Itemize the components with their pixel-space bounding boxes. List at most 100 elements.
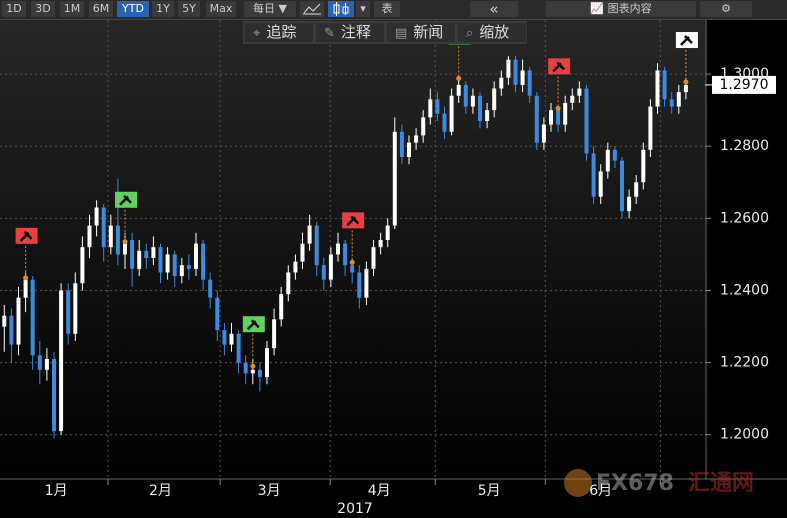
candle-body <box>215 297 220 331</box>
period-select[interactable]: 每日 ▼ <box>244 1 296 17</box>
candle-body <box>222 330 227 345</box>
candle-body <box>336 243 340 255</box>
candle-body <box>641 149 646 183</box>
signal-point <box>683 79 689 85</box>
candle-body <box>541 124 546 143</box>
candle-body <box>449 95 454 132</box>
candle-body <box>229 333 234 345</box>
range-button[interactable]: 1M <box>60 1 84 17</box>
range-button[interactable]: 1Y <box>152 1 174 17</box>
candle-body <box>470 95 475 107</box>
candle-body <box>23 279 28 298</box>
tool-bar: ⌖ 追踪 ✎ 注释 ▤ 新闻 ⌕ 缩放 <box>243 21 527 44</box>
plot-background <box>0 19 706 479</box>
candle-body <box>151 247 156 259</box>
candle-body <box>648 106 653 150</box>
candle-body <box>137 250 142 269</box>
candle-body <box>321 265 326 280</box>
candle-body <box>265 348 269 378</box>
candle-body <box>506 59 511 78</box>
x-tick-label: 4月 <box>368 483 391 499</box>
candle-body <box>272 319 277 349</box>
candles <box>2 56 688 439</box>
tool-icon: ▤ <box>395 26 408 41</box>
candle-body <box>172 254 177 277</box>
candle-body <box>52 358 56 432</box>
candle-body <box>399 131 404 158</box>
range-button[interactable]: YTD <box>117 1 149 17</box>
dropdown-arrow[interactable]: ▾ <box>356 1 370 17</box>
tool-button[interactable]: ⌕ 缩放 <box>458 23 526 42</box>
candle-body <box>485 110 490 121</box>
candle-body <box>513 59 518 85</box>
tool-icon: ⌕ <box>466 26 474 41</box>
tool-button[interactable]: ✎ 注释 <box>316 23 384 42</box>
range-button[interactable]: 6M <box>89 1 113 17</box>
last-price-label: 1.2970 <box>720 77 769 93</box>
tool-button[interactable]: ⌖ 追踪 <box>245 23 313 42</box>
watermark-name: 汇通网 <box>688 471 754 496</box>
y-tick-label: 1.2000 <box>720 427 769 443</box>
signal-flag-icon <box>19 230 33 242</box>
candle-body <box>456 84 461 96</box>
candle-body <box>101 207 106 248</box>
tool-button[interactable]: ▤ 新闻 <box>387 23 455 42</box>
candle-body <box>620 160 624 212</box>
signal-flag-icon <box>552 61 565 73</box>
last-price-box <box>712 75 776 94</box>
candle-body <box>94 207 99 226</box>
candle-body <box>549 110 553 125</box>
settings-button[interactable]: ⚙ <box>700 1 752 17</box>
candle-body <box>30 279 35 356</box>
candle-body <box>556 110 561 125</box>
candle-body <box>144 250 149 259</box>
signal-point <box>250 363 256 369</box>
x-tick-label: 3月 <box>258 483 281 499</box>
signal-flag-icon <box>119 194 132 206</box>
y-tick-label: 1.2200 <box>720 355 769 371</box>
candle-body <box>328 254 333 280</box>
range-button[interactable]: 1D <box>2 1 26 17</box>
signal-point <box>555 105 561 111</box>
candle-body <box>236 333 241 363</box>
candle-body <box>250 369 255 374</box>
candle-body <box>130 239 135 269</box>
x-axis-year: 2017 <box>337 501 373 517</box>
tool-label: 注释 <box>340 23 371 41</box>
candle-body <box>605 149 610 172</box>
chart-content-icon: 📈 <box>590 2 608 15</box>
candle-body <box>655 70 660 107</box>
watermark-logo: FX678 <box>596 471 674 496</box>
table-button[interactable]: 表 <box>374 1 400 17</box>
chart-content-button[interactable]: 📈 图表内容 <box>546 1 696 17</box>
candle-body <box>2 315 7 327</box>
candle-body <box>80 247 85 284</box>
candle-body <box>307 225 312 244</box>
chart-type-line[interactable] <box>300 1 324 17</box>
candle-body <box>634 182 639 197</box>
candle-body <box>343 243 348 266</box>
candle-body <box>201 243 206 280</box>
candle-body <box>570 95 575 103</box>
candle-body <box>435 99 440 114</box>
candle-body <box>676 92 681 107</box>
back-button[interactable]: « <box>470 1 518 17</box>
x-tick-label: 1月 <box>45 483 68 499</box>
candle-body <box>59 290 64 432</box>
tool-label: 缩放 <box>479 23 510 41</box>
signal-point <box>122 239 128 245</box>
candle-body <box>527 70 532 96</box>
range-button[interactable]: Max <box>206 1 236 17</box>
candle-body <box>577 88 582 96</box>
signal-flag-icon <box>246 319 260 331</box>
candle-body <box>37 355 42 370</box>
candle-body <box>392 131 397 226</box>
candle-body <box>683 84 688 93</box>
range-button[interactable]: 3D <box>31 1 55 17</box>
chart-type-candle[interactable] <box>328 1 354 17</box>
candle-body <box>598 171 603 197</box>
range-button[interactable]: 5Y <box>178 1 200 17</box>
candle-body <box>627 196 632 212</box>
